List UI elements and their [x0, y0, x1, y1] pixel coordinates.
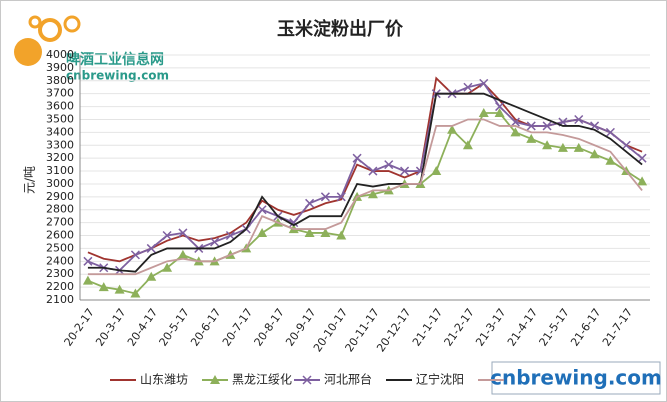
marker [589, 149, 600, 159]
watermark-box [491, 361, 661, 395]
marker [510, 127, 521, 137]
marker [495, 102, 505, 112]
marker [447, 124, 458, 134]
y-tick-label: 3500 [46, 112, 74, 125]
marker [573, 142, 584, 152]
y-tick-label: 3200 [46, 151, 74, 164]
line [87, 82, 643, 272]
marker [257, 205, 267, 215]
marker [637, 153, 647, 163]
y-tick-label: 2400 [46, 254, 74, 267]
y-tick-label: 4000 [46, 48, 74, 61]
marker [368, 166, 378, 176]
marker [304, 227, 315, 237]
marker [526, 133, 537, 143]
marker [400, 166, 410, 176]
logo [14, 15, 81, 66]
marker [114, 284, 125, 294]
watermark-url: cnbrewing.com [66, 69, 169, 83]
marker [336, 192, 346, 202]
marker [82, 275, 93, 285]
marker [510, 117, 520, 127]
marker [557, 142, 568, 152]
marker [574, 114, 584, 125]
y-tick-label: 2800 [46, 203, 74, 216]
y-axis-label: 元/吨 [23, 166, 37, 194]
y-tick-label: 3400 [46, 125, 74, 138]
watermark: 啤酒工业信息网 [66, 51, 164, 68]
marker [621, 140, 631, 150]
marker [146, 243, 156, 253]
marker [463, 82, 473, 92]
marker [494, 108, 505, 118]
marker [478, 108, 489, 118]
marker [289, 218, 299, 228]
marker [542, 121, 552, 131]
legend-label: 辽宁沈阳 [416, 372, 464, 387]
line [87, 118, 643, 276]
marker [98, 282, 109, 292]
line [87, 92, 643, 273]
y-tick-label: 3000 [46, 177, 74, 190]
marker [178, 228, 188, 238]
marker [431, 166, 442, 176]
marker [305, 198, 315, 208]
marker [352, 153, 362, 163]
y-tick-label: 2200 [46, 280, 74, 293]
marker [83, 256, 93, 266]
marker [257, 227, 268, 237]
marker [637, 176, 648, 186]
y-tick-label: 3100 [46, 164, 74, 177]
legend-label: 河北邢台 [324, 372, 372, 387]
y-tick-label: 3900 [46, 61, 74, 74]
y-tick-label: 2500 [46, 241, 74, 254]
marker [210, 375, 220, 384]
marker [542, 140, 553, 150]
marker [462, 140, 473, 150]
marker [384, 160, 394, 170]
marker [320, 192, 330, 202]
y-tick-label: 2100 [46, 293, 74, 306]
series [87, 92, 643, 273]
legend-label: 山东潍坊 [140, 372, 188, 387]
watermark-bottom: cnbrewing.com [490, 366, 662, 390]
y-tick-label: 2300 [46, 267, 74, 280]
y-tick-label: 3800 [46, 74, 74, 87]
marker [210, 237, 220, 247]
marker [479, 78, 489, 88]
y-tick-label: 2900 [46, 190, 74, 203]
marker [225, 230, 235, 241]
marker [367, 189, 378, 199]
marker [130, 288, 141, 298]
marker [605, 127, 615, 137]
marker [162, 262, 173, 272]
y-tick-label: 3300 [46, 138, 74, 151]
y-tick-label: 2700 [46, 216, 74, 229]
marker [177, 249, 188, 259]
y-tick-label: 3600 [46, 100, 74, 113]
marker [605, 155, 616, 165]
marker [302, 375, 312, 385]
marker [336, 230, 347, 240]
marker [146, 271, 157, 281]
marker [130, 250, 140, 260]
y-tick-label: 2600 [46, 229, 74, 242]
series [87, 118, 643, 276]
legend-label: 黑龙江绥化 [232, 373, 292, 387]
marker [320, 227, 331, 237]
chart-title: 玉米淀粉出厂价 [277, 18, 404, 40]
marker [162, 230, 172, 241]
marker [526, 121, 536, 131]
y-tick-label: 3700 [46, 87, 74, 100]
